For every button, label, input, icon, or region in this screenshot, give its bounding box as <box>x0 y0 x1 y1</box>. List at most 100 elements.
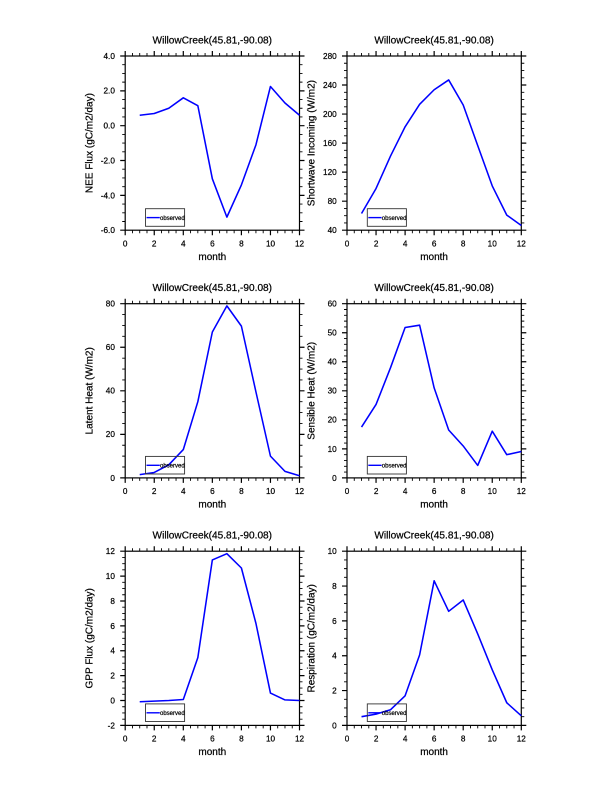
svg-text:4: 4 <box>332 652 337 661</box>
svg-text:0: 0 <box>123 735 128 744</box>
svg-text:10: 10 <box>266 239 276 248</box>
svg-text:10: 10 <box>328 547 338 556</box>
svg-text:8: 8 <box>239 239 244 248</box>
svg-text:8: 8 <box>461 487 466 496</box>
svg-text:6: 6 <box>432 735 437 744</box>
svg-text:Respiration (gC/m2/day): Respiration (gC/m2/day) <box>306 584 317 692</box>
svg-text:2: 2 <box>332 687 337 696</box>
svg-text:-2.0: -2.0 <box>101 156 116 165</box>
svg-text:4: 4 <box>403 735 408 744</box>
svg-text:WillowCreek(45.81,-90.08): WillowCreek(45.81,-90.08) <box>374 531 494 542</box>
svg-text:0: 0 <box>345 735 350 744</box>
svg-text:80: 80 <box>328 197 338 206</box>
svg-text:WillowCreek(45.81,-90.08): WillowCreek(45.81,-90.08) <box>153 531 273 542</box>
svg-text:-6.0: -6.0 <box>101 226 116 235</box>
svg-text:observed: observed <box>382 711 407 717</box>
svg-text:8: 8 <box>461 735 466 744</box>
svg-text:WillowCreek(45.81,-90.08): WillowCreek(45.81,-90.08) <box>374 35 494 46</box>
svg-text:0: 0 <box>345 487 350 496</box>
svg-text:Shortwave Incoming (W/m2): Shortwave Incoming (W/m2) <box>306 80 317 206</box>
svg-text:2: 2 <box>110 672 115 681</box>
svg-text:10: 10 <box>266 735 276 744</box>
svg-text:200: 200 <box>323 110 337 119</box>
svg-text:observed: observed <box>160 464 185 470</box>
svg-text:observed: observed <box>160 216 185 222</box>
svg-text:month: month <box>198 747 226 758</box>
svg-text:40: 40 <box>328 226 338 235</box>
svg-text:12: 12 <box>295 735 305 744</box>
svg-text:12: 12 <box>295 239 305 248</box>
svg-text:WillowCreek(45.81,-90.08): WillowCreek(45.81,-90.08) <box>153 35 273 46</box>
svg-text:10: 10 <box>488 487 498 496</box>
svg-text:8: 8 <box>239 487 244 496</box>
svg-text:0: 0 <box>123 239 128 248</box>
svg-text:10: 10 <box>266 487 276 496</box>
svg-text:WillowCreek(45.81,-90.08): WillowCreek(45.81,-90.08) <box>374 283 494 294</box>
svg-text:GPP Flux (gC/m2/day): GPP Flux (gC/m2/day) <box>85 588 96 688</box>
svg-text:WillowCreek(45.81,-90.08): WillowCreek(45.81,-90.08) <box>153 283 273 294</box>
svg-text:10: 10 <box>488 239 498 248</box>
svg-text:80: 80 <box>106 300 116 309</box>
svg-text:10: 10 <box>328 445 338 454</box>
svg-text:12: 12 <box>517 735 527 744</box>
svg-text:8: 8 <box>239 735 244 744</box>
svg-text:4.0: 4.0 <box>104 52 116 61</box>
svg-text:month: month <box>198 500 226 511</box>
svg-text:0: 0 <box>345 239 350 248</box>
svg-text:120: 120 <box>323 168 337 177</box>
svg-text:240: 240 <box>323 81 337 90</box>
svg-text:6: 6 <box>432 239 437 248</box>
svg-text:20: 20 <box>328 416 338 425</box>
svg-text:4: 4 <box>403 487 408 496</box>
svg-text:month: month <box>420 747 448 758</box>
svg-text:2: 2 <box>152 735 157 744</box>
svg-text:0: 0 <box>332 721 337 730</box>
svg-text:6: 6 <box>210 487 215 496</box>
svg-text:observed: observed <box>382 216 407 222</box>
svg-text:month: month <box>420 252 448 263</box>
svg-text:12: 12 <box>517 487 527 496</box>
svg-text:4: 4 <box>181 239 186 248</box>
svg-text:12: 12 <box>517 239 527 248</box>
svg-text:0: 0 <box>110 696 115 705</box>
svg-text:month: month <box>420 500 448 511</box>
svg-text:10: 10 <box>106 572 116 581</box>
svg-text:month: month <box>198 252 226 263</box>
svg-text:2: 2 <box>374 487 379 496</box>
svg-text:2: 2 <box>374 239 379 248</box>
svg-text:60: 60 <box>328 300 338 309</box>
svg-text:4: 4 <box>181 487 186 496</box>
svg-text:6: 6 <box>110 622 115 631</box>
svg-text:6: 6 <box>210 735 215 744</box>
svg-text:0: 0 <box>110 474 115 483</box>
svg-text:Latent Heat (W/m2): Latent Heat (W/m2) <box>85 347 96 434</box>
svg-text:6: 6 <box>432 487 437 496</box>
svg-text:-2: -2 <box>108 721 116 730</box>
svg-text:4: 4 <box>110 647 115 656</box>
svg-text:4: 4 <box>181 735 186 744</box>
svg-text:0: 0 <box>123 487 128 496</box>
svg-text:10: 10 <box>488 735 498 744</box>
svg-text:8: 8 <box>110 597 115 606</box>
svg-text:0: 0 <box>332 474 337 483</box>
svg-text:160: 160 <box>323 139 337 148</box>
svg-text:20: 20 <box>106 430 116 439</box>
svg-text:6: 6 <box>210 239 215 248</box>
svg-text:2: 2 <box>152 239 157 248</box>
svg-text:60: 60 <box>106 343 116 352</box>
svg-text:2.0: 2.0 <box>104 87 116 96</box>
svg-text:280: 280 <box>323 52 337 61</box>
svg-text:30: 30 <box>328 387 338 396</box>
svg-text:Sensible Heat (W/m2): Sensible Heat (W/m2) <box>306 342 317 440</box>
svg-text:40: 40 <box>106 387 116 396</box>
svg-text:2: 2 <box>152 487 157 496</box>
svg-text:-4.0: -4.0 <box>101 191 116 200</box>
svg-text:observed: observed <box>382 464 407 470</box>
svg-text:12: 12 <box>106 547 116 556</box>
svg-text:12: 12 <box>295 487 305 496</box>
svg-text:2: 2 <box>374 735 379 744</box>
svg-text:8: 8 <box>461 239 466 248</box>
svg-text:NEE Flux (gC/m2/day): NEE Flux (gC/m2/day) <box>85 93 96 193</box>
svg-text:50: 50 <box>328 329 338 338</box>
svg-text:observed: observed <box>160 711 185 717</box>
